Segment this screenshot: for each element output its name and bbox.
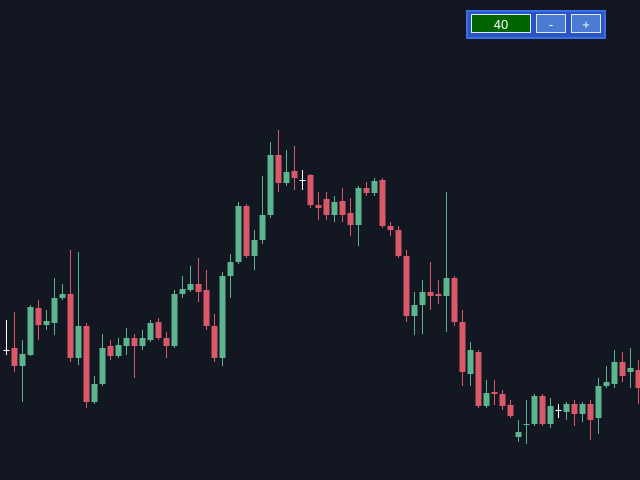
candle-body (523, 424, 530, 425)
candle-body (115, 345, 122, 356)
candle-body (603, 382, 610, 386)
candle-body (315, 205, 322, 208)
candle-body (619, 362, 626, 376)
candle-body (43, 321, 50, 325)
candle-body (299, 180, 306, 181)
candle-body (139, 338, 146, 346)
candle-body (579, 404, 586, 414)
candle-body (339, 201, 346, 215)
candle-body (3, 350, 10, 351)
candle-body (307, 175, 314, 205)
candle-body (219, 276, 226, 358)
candle-body (251, 240, 258, 256)
minus-button[interactable]: - (536, 14, 566, 33)
candle-body (227, 262, 234, 276)
candle-body (547, 406, 554, 424)
candle-body (291, 171, 298, 178)
control-panel: 40 - + (466, 10, 606, 39)
candle-body (107, 346, 114, 356)
candle-body (355, 188, 362, 225)
candle-body (435, 294, 442, 296)
candle-body (275, 155, 282, 183)
candle-body (211, 326, 218, 358)
candle-body (195, 284, 202, 292)
candle-body (323, 199, 330, 215)
candle-body (491, 392, 498, 394)
candle-body (467, 350, 474, 374)
candle-body (147, 323, 154, 340)
candle-body (163, 338, 170, 346)
candle-body (515, 432, 522, 437)
candle-body (571, 404, 578, 414)
candle-body (179, 289, 186, 294)
candle-body (187, 284, 194, 290)
candle-body (235, 206, 242, 262)
candle-body (155, 322, 162, 338)
candle-body (627, 368, 634, 372)
candle-body (203, 290, 210, 326)
candle-body (123, 338, 130, 346)
candle-body (531, 396, 538, 424)
candle-body (67, 294, 74, 358)
candle-body (379, 180, 386, 226)
candle-body (283, 172, 290, 183)
candle-body (243, 206, 250, 256)
candle-body (427, 292, 434, 296)
candle-body (259, 215, 266, 240)
candle-body (371, 181, 378, 193)
candle-body (635, 370, 640, 388)
candle-body (59, 294, 66, 298)
candle-body (83, 326, 90, 402)
candle-body (403, 256, 410, 316)
candle-body (347, 213, 354, 225)
value-field[interactable]: 40 (471, 14, 531, 33)
candle-body (563, 404, 570, 412)
candle-body (363, 188, 370, 193)
candle-body (451, 278, 458, 322)
candle-body (331, 202, 338, 215)
candle-body (595, 386, 602, 418)
candle-body (131, 338, 138, 346)
candle-body (475, 352, 482, 406)
candle-body (171, 294, 178, 346)
candle-body (411, 305, 418, 316)
candle-body (99, 348, 106, 384)
candle-body (387, 226, 394, 230)
candle-body (539, 396, 546, 424)
candle-body (587, 404, 594, 420)
candle-body (419, 292, 426, 305)
candle-body (51, 298, 58, 323)
candle-body (35, 308, 42, 325)
candle-body (507, 405, 514, 416)
candle-body (75, 326, 82, 358)
candle-body (395, 230, 402, 256)
candle-body (19, 354, 26, 366)
candle-body (499, 394, 506, 406)
candle-body (555, 410, 562, 411)
candle-body (267, 155, 274, 215)
candle-body (611, 362, 618, 384)
candle-body (483, 393, 490, 406)
candle-body (459, 322, 466, 372)
plus-button[interactable]: + (571, 14, 601, 33)
candle-body (443, 278, 450, 296)
candle-body (27, 307, 34, 355)
candle-body (91, 384, 98, 402)
candle-body (11, 348, 18, 366)
